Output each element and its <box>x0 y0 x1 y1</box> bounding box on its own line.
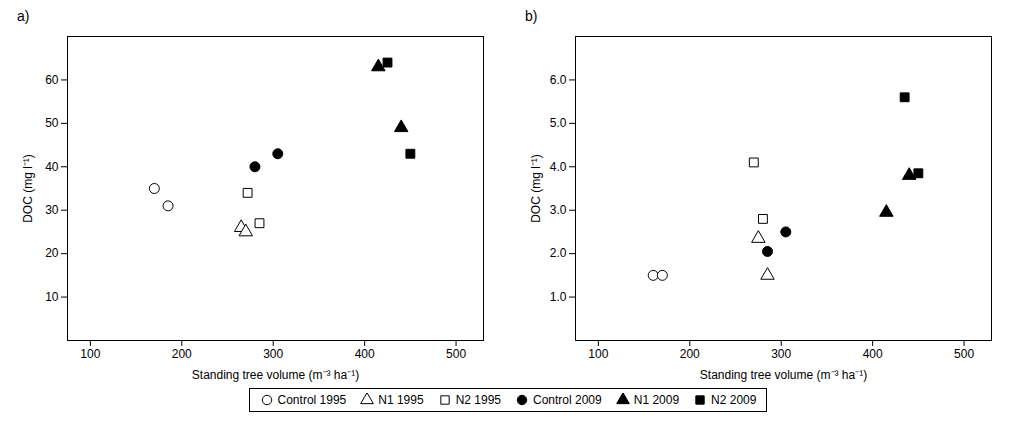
svg-text:4.0: 4.0 <box>550 160 567 174</box>
html-text:N1 1995: N1 1995 <box>378 393 424 407</box>
svg-text:400: 400 <box>863 347 883 361</box>
svg-text:300: 300 <box>771 347 791 361</box>
svg-text:10: 10 <box>45 290 59 304</box>
svg-text:DOC (mg l⁻¹): DOC (mg l⁻¹) <box>21 154 35 223</box>
svg-text:400: 400 <box>355 347 375 361</box>
svg-text:300: 300 <box>263 347 283 361</box>
html-text:Control 2009: Control 2009 <box>533 393 602 407</box>
svg-text:40: 40 <box>45 160 59 174</box>
svg-text:20: 20 <box>45 246 59 260</box>
svg-text:3.0: 3.0 <box>550 203 567 217</box>
svg-text:DOC (mg l⁻¹): DOC (mg l⁻¹) <box>529 154 543 223</box>
html-text:N2 1995: N2 1995 <box>455 393 501 407</box>
svg-text:Standing tree volume (m⁻³ ha⁻¹: Standing tree volume (m⁻³ ha⁻¹) <box>192 368 359 382</box>
svg-text:50: 50 <box>45 116 59 130</box>
svg-text:500: 500 <box>446 347 466 361</box>
svg-text:60: 60 <box>45 73 59 87</box>
html-text:a): a) <box>17 8 30 24</box>
html-text:b): b) <box>525 8 538 24</box>
html-text:N1 2009: N1 2009 <box>633 393 680 407</box>
svg-text:2.0: 2.0 <box>550 246 567 260</box>
svg-text:100: 100 <box>588 347 608 361</box>
svg-text:100: 100 <box>80 347 100 361</box>
html-text:N2 2009: N2 2009 <box>711 393 757 407</box>
html-text:Control 1995: Control 1995 <box>277 393 347 407</box>
svg-text:30: 30 <box>45 203 59 217</box>
svg-text:500: 500 <box>954 347 974 361</box>
svg-text:Standing tree volume (m⁻³ ha⁻¹: Standing tree volume (m⁻³ ha⁻¹) <box>700 368 867 382</box>
svg-text:5.0: 5.0 <box>550 116 567 130</box>
svg-text:200: 200 <box>172 347 192 361</box>
svg-text:6.0: 6.0 <box>550 73 567 87</box>
svg-text:1.0: 1.0 <box>550 290 567 304</box>
svg-text:200: 200 <box>680 347 700 361</box>
